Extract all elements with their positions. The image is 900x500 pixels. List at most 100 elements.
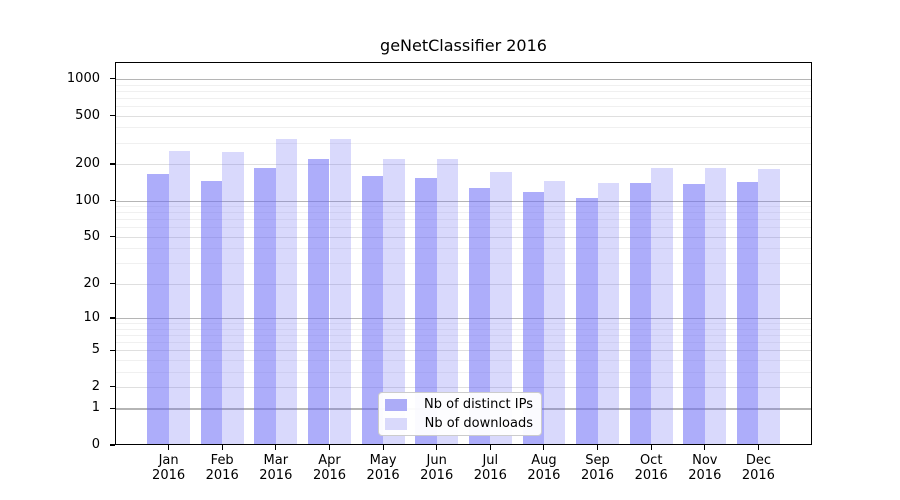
x-tick-oct bbox=[650, 445, 652, 450]
legend-row-distinct-ips: Nb of distinct IPs bbox=[385, 397, 533, 412]
y-tick-label-2: 2 bbox=[91, 378, 100, 394]
bar-distinct-ips-jan bbox=[147, 173, 169, 445]
gridline-y-700 bbox=[115, 97, 812, 99]
bar-downloads-jun bbox=[436, 158, 459, 445]
x-tick-mar bbox=[275, 445, 277, 450]
gridline-y-2 bbox=[115, 386, 812, 388]
gridline-y-200 bbox=[115, 164, 812, 165]
y-tick-5 bbox=[110, 349, 115, 351]
gridline-y-1000 bbox=[115, 78, 812, 81]
bar-downloads-aug bbox=[543, 180, 566, 445]
y-tick-100 bbox=[110, 199, 115, 202]
bar-distinct-ips-jul bbox=[468, 187, 491, 445]
gridline-y-90 bbox=[115, 206, 812, 207]
gridline-y-8 bbox=[115, 328, 812, 330]
x-tick-label-may: May 2016 bbox=[366, 453, 400, 483]
x-tick-label-jul: Jul 2016 bbox=[473, 453, 507, 483]
bar-downloads-mar bbox=[275, 139, 298, 445]
x-tick-dec bbox=[757, 445, 759, 450]
gridline-y-600 bbox=[115, 106, 812, 107]
bar-distinct-ips-oct bbox=[629, 182, 652, 445]
bar-downloads-oct bbox=[651, 167, 673, 445]
bar-distinct-ips-aug bbox=[522, 191, 544, 445]
gridline-y-900 bbox=[115, 84, 812, 86]
gridline-y-6 bbox=[115, 341, 812, 343]
gridline-y-300 bbox=[115, 142, 812, 144]
y-tick-label-1000: 1000 bbox=[66, 70, 100, 86]
x-tick-jul bbox=[489, 445, 491, 450]
x-tick-sep bbox=[596, 445, 599, 450]
gridline-y-7 bbox=[115, 334, 812, 336]
x-tick-label-aug: Aug 2016 bbox=[527, 453, 561, 483]
plot-area: Nb of distinct IPs Nb of downloads bbox=[115, 62, 812, 445]
gridline-y-400 bbox=[115, 127, 812, 129]
gridline-y-5 bbox=[115, 350, 812, 352]
y-tick-label-20: 20 bbox=[83, 275, 100, 291]
bar-downloads-may bbox=[383, 159, 405, 445]
y-tick-500 bbox=[110, 115, 115, 117]
chart-title: geNetClassifier 2016 bbox=[380, 36, 547, 55]
x-tick-label-jun: Jun 2016 bbox=[420, 453, 454, 483]
bar-distinct-ips-may bbox=[361, 175, 384, 445]
x-tick-aug bbox=[543, 445, 545, 450]
legend-label-downloads: Nb of downloads bbox=[424, 416, 533, 431]
bar-distinct-ips-sep bbox=[576, 198, 598, 445]
y-tick-50 bbox=[110, 236, 115, 238]
legend-row-downloads: Nb of downloads bbox=[385, 416, 533, 431]
x-tick-label-feb: Feb 2016 bbox=[205, 453, 239, 483]
y-tick-label-5: 5 bbox=[91, 342, 100, 358]
gridline-y-9 bbox=[115, 323, 812, 324]
gridline-y-800 bbox=[115, 90, 812, 92]
bar-downloads-feb bbox=[222, 152, 244, 445]
grid-layer bbox=[115, 62, 812, 445]
bar-distinct-ips-jun bbox=[415, 177, 437, 445]
bar-distinct-ips-apr bbox=[308, 158, 330, 445]
y-tick-label-100: 100 bbox=[75, 192, 100, 208]
bar-downloads-nov bbox=[704, 167, 727, 445]
y-tick-label-50: 50 bbox=[83, 228, 100, 244]
bars-layer bbox=[115, 62, 812, 445]
bar-distinct-ips-mar bbox=[254, 168, 276, 445]
x-tick-label-nov: Nov 2016 bbox=[688, 453, 722, 483]
bar-distinct-ips-nov bbox=[683, 183, 705, 445]
y-tick-0 bbox=[110, 444, 115, 446]
y-tick-2 bbox=[110, 386, 115, 388]
bar-distinct-ips-dec bbox=[736, 181, 759, 445]
gridline-y-80 bbox=[115, 212, 812, 214]
gridline-y-20 bbox=[115, 283, 812, 285]
bar-downloads-dec bbox=[758, 169, 780, 445]
gridline-y-50 bbox=[115, 236, 812, 238]
x-tick-may bbox=[382, 445, 384, 450]
y-tick-label-200: 200 bbox=[75, 156, 100, 171]
bar-downloads-jan bbox=[168, 151, 191, 445]
y-tick-1 bbox=[110, 407, 115, 409]
gridline-y-60 bbox=[115, 227, 812, 229]
gridline-y-10 bbox=[115, 318, 812, 320]
x-tick-label-sep: Sep 2016 bbox=[580, 453, 615, 483]
x-tick-label-jan: Jan 2016 bbox=[152, 453, 186, 483]
x-tick-nov bbox=[704, 445, 706, 450]
x-tick-label-oct: Oct 2016 bbox=[634, 453, 668, 483]
x-tick-label-dec: Dec 2016 bbox=[741, 453, 775, 483]
gridline-y-4 bbox=[115, 359, 812, 361]
bar-downloads-apr bbox=[329, 139, 351, 445]
legend-swatch-distinct-ips bbox=[385, 398, 407, 411]
x-tick-jan bbox=[168, 445, 170, 450]
bar-downloads-jul bbox=[490, 172, 512, 445]
gridline-y-100 bbox=[115, 200, 812, 202]
gridline-y-30 bbox=[115, 263, 812, 265]
gridline-y-70 bbox=[115, 219, 812, 221]
y-tick-label-500: 500 bbox=[75, 107, 100, 123]
bar-downloads-sep bbox=[597, 182, 619, 445]
x-tick-label-mar: Mar 2016 bbox=[259, 453, 293, 483]
legend-swatch-downloads bbox=[385, 417, 407, 430]
x-tick-feb bbox=[221, 445, 223, 450]
y-tick-1000 bbox=[110, 78, 115, 80]
legend: Nb of distinct IPs Nb of downloads bbox=[378, 392, 542, 436]
y-tick-200 bbox=[110, 163, 115, 165]
x-tick-jun bbox=[436, 445, 438, 450]
gridline-y-40 bbox=[115, 248, 812, 250]
legend-label-distinct-ips: Nb of distinct IPs bbox=[424, 397, 533, 412]
bar-distinct-ips-feb bbox=[200, 180, 223, 445]
